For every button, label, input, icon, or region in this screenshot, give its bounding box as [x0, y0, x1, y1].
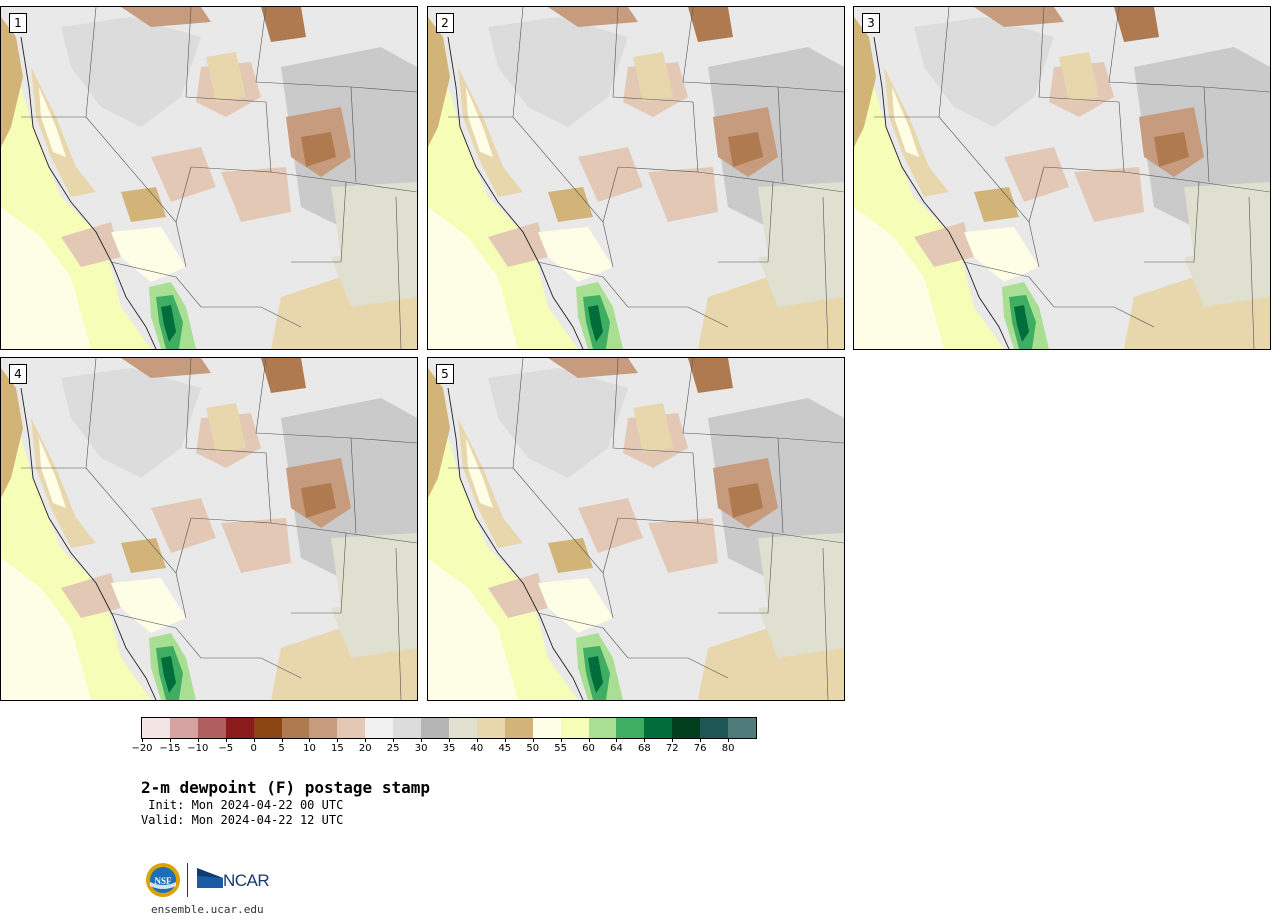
- colorbar-tick: [281, 738, 283, 742]
- colorbar-tick-label: 45: [498, 743, 512, 754]
- logo-block: NSF NCAR ensemble.ucar.edu: [145, 860, 285, 920]
- colorbar-swatch: [309, 718, 338, 738]
- colorbar: −20 −15 −10 −5 0 5 10 15 20 25 30 35 40 45 50 55 60 64 68 7…: [131, 717, 761, 762]
- colorbar-tick: [476, 738, 478, 742]
- colorbar-swatch: [504, 718, 533, 738]
- colorbar-tick-label: 10: [303, 743, 316, 754]
- colorbar-tick: [169, 738, 171, 742]
- colorbar-tick-label: 55: [554, 743, 567, 754]
- colorbar-tick-label: −15: [159, 743, 181, 754]
- panel-number-label: 3: [862, 13, 880, 33]
- colorbar-tick: [672, 738, 674, 742]
- colorbar-tick: [225, 738, 227, 742]
- colorbar-tick-label: 30: [414, 743, 428, 754]
- colorbar-tick: [700, 738, 702, 742]
- panel-number-label: 4: [9, 364, 27, 384]
- colorbar-tick-label: 68: [637, 743, 651, 754]
- map-panel-5: 5: [427, 357, 845, 701]
- colorbar-swatch: [421, 718, 449, 738]
- colorbar-swatch: [616, 718, 645, 738]
- colorbar-tick-label: 64: [610, 743, 623, 754]
- map-panel-2: 2: [427, 6, 845, 350]
- colorbar-swatch: [728, 718, 756, 738]
- colorbar-tick-label: 80: [721, 743, 735, 754]
- colorbar-tick-label: −20: [131, 743, 153, 754]
- colorbar-swatch: [448, 718, 477, 738]
- init-time: Init: Mon 2024-04-22 00 UTC: [141, 798, 344, 812]
- colorbar-swatch: [560, 718, 589, 738]
- dewpoint-map-1: [1, 7, 417, 349]
- colorbar-swatch: [588, 718, 617, 738]
- colorbar-tick-label: 76: [693, 743, 707, 754]
- colorbar-tick: [728, 738, 730, 742]
- nsf-logo-text: NSF: [154, 876, 172, 886]
- colorbar-tick: [616, 738, 618, 742]
- panel-number-label: 5: [436, 364, 454, 384]
- panel-number-label: 2: [436, 13, 454, 33]
- colorbar-tick-label: −10: [187, 743, 209, 754]
- map-panel-1: 1: [0, 6, 418, 350]
- colorbar-tick: [253, 738, 255, 742]
- colorbar-tick-label: 25: [386, 743, 400, 754]
- colorbar-swatch: [142, 718, 170, 738]
- dewpoint-map-2: [428, 7, 844, 349]
- map-panel-3: 3: [853, 6, 1271, 350]
- colorbar-swatch: [532, 718, 561, 738]
- colorbar-swatch: [197, 718, 226, 738]
- colorbar-tick: [197, 738, 199, 742]
- colorbar-tick: [588, 738, 590, 742]
- colorbar-tick-label: 72: [665, 743, 679, 754]
- dewpoint-map-4: [1, 358, 417, 700]
- colorbar-swatch: [393, 718, 422, 738]
- colorbar-tick-label: 15: [330, 743, 344, 754]
- colorbar-tick: [309, 738, 311, 742]
- colorbar-tick-label: 5: [278, 743, 285, 754]
- colorbar-tick: [365, 738, 367, 742]
- colorbar-tick: [142, 738, 143, 742]
- panel-number-label: 1: [9, 13, 27, 33]
- colorbar-swatch: [337, 718, 366, 738]
- colorbar-tick-label: −5: [218, 743, 234, 754]
- colorbar-swatch: [253, 718, 282, 738]
- valid-time: Valid: Mon 2024-04-22 12 UTC: [141, 813, 344, 827]
- colorbar-tick-label: 35: [442, 743, 456, 754]
- map-panel-4: 4: [0, 357, 418, 701]
- colorbar-tick: [532, 738, 534, 742]
- colorbar-tick-label: 0: [250, 743, 257, 754]
- colorbar-tick: [393, 738, 395, 742]
- colorbar-swatches: [141, 717, 757, 739]
- site-url: ensemble.ucar.edu: [151, 903, 264, 916]
- colorbar-tick: [337, 738, 339, 742]
- colorbar-swatch: [672, 718, 701, 738]
- colorbar-swatch: [281, 718, 310, 738]
- dewpoint-map-3: [854, 7, 1270, 349]
- colorbar-swatch: [169, 718, 198, 738]
- dewpoint-map-5: [428, 358, 844, 700]
- colorbar-swatch: [365, 718, 394, 738]
- colorbar-swatch: [225, 718, 254, 738]
- colorbar-tick: [644, 738, 646, 742]
- colorbar-tick-label: 60: [582, 743, 595, 754]
- colorbar-tick-label: 40: [470, 743, 484, 754]
- logo-divider: [187, 863, 188, 897]
- colorbar-tick: [421, 738, 423, 742]
- nsf-logo-icon: NSF: [146, 863, 180, 897]
- colorbar-swatch: [700, 718, 729, 738]
- plot-title: 2-m dewpoint (F) postage stamp: [141, 778, 430, 797]
- title-block: 2-m dewpoint (F) postage stamp Init: Mon…: [141, 778, 430, 828]
- colorbar-tick: [449, 738, 450, 742]
- colorbar-tick: [560, 738, 562, 742]
- colorbar-tick-label: 20: [358, 743, 372, 754]
- ncar-mark-icon: [197, 868, 223, 888]
- ncar-logo-text: NCAR: [223, 871, 270, 890]
- colorbar-tick: [504, 738, 506, 742]
- colorbar-tick-label: 50: [526, 743, 540, 754]
- colorbar-swatch: [476, 718, 505, 738]
- colorbar-swatch: [644, 718, 673, 738]
